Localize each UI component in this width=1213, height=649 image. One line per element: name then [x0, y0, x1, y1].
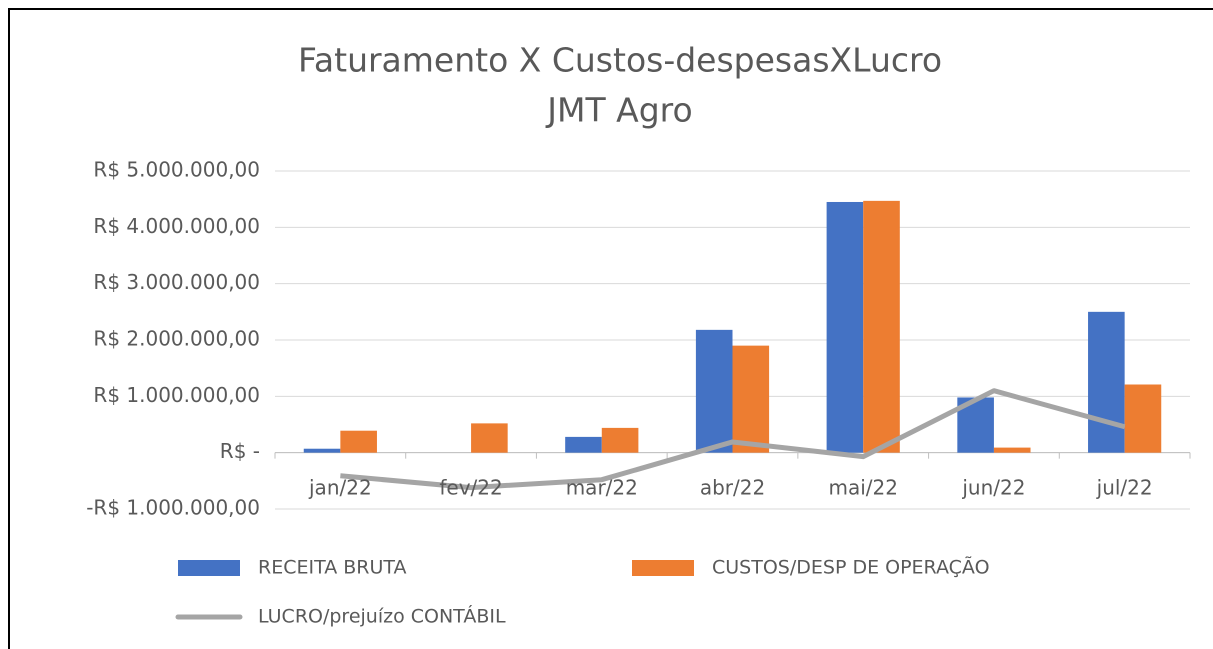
chart-subtitle: JMT Agro: [545, 91, 692, 130]
y-tick-label: R$ 4.000.000,00: [93, 214, 260, 238]
chart-title: Faturamento X Custos-despesasXLucro: [298, 41, 942, 80]
bar: [863, 200, 900, 453]
frame: [8, 8, 1213, 649]
legend-label: LUCRO/prejuízo CONTÁBIL: [258, 605, 506, 628]
legend-label: CUSTOS/DESP DE OPERAÇÃO: [712, 556, 990, 579]
bar: [1124, 384, 1162, 453]
x-tick-label: jul/22: [1096, 476, 1153, 500]
legend-swatch: [178, 560, 240, 576]
y-tick-label: R$ 3.000.000,00: [93, 270, 260, 294]
bar: [601, 427, 639, 453]
x-tick-label: abr/22: [700, 476, 765, 500]
bar: [826, 201, 864, 453]
bar: [993, 447, 1031, 453]
legend-label: RECEITA BRUTA: [258, 557, 407, 579]
x-tick-label: mar/22: [566, 476, 638, 500]
bar: [471, 423, 508, 453]
legend-swatch: [632, 560, 694, 576]
y-tick-label: R$ 2.000.000,00: [93, 327, 260, 351]
line: [340, 388, 1126, 491]
bar: [732, 345, 770, 453]
x-tick-label: jun/22: [961, 476, 1025, 500]
y-tick-label: R$ 1.000.000,00: [93, 383, 260, 407]
y-tick-label: R$ -: [220, 439, 260, 463]
x-tick-label: fev/22: [439, 476, 502, 500]
bar: [565, 436, 602, 453]
bar: [695, 329, 733, 453]
x-tick-label: jan/22: [308, 476, 372, 500]
y-tick-label: R$ 5.000.000,00: [93, 158, 260, 182]
x-tick-label: mai/22: [828, 476, 897, 500]
bar: [340, 430, 377, 453]
bar: [1088, 311, 1125, 453]
y-tick-label: -R$ 1.000.000,00: [86, 496, 260, 520]
bar: [303, 448, 341, 453]
